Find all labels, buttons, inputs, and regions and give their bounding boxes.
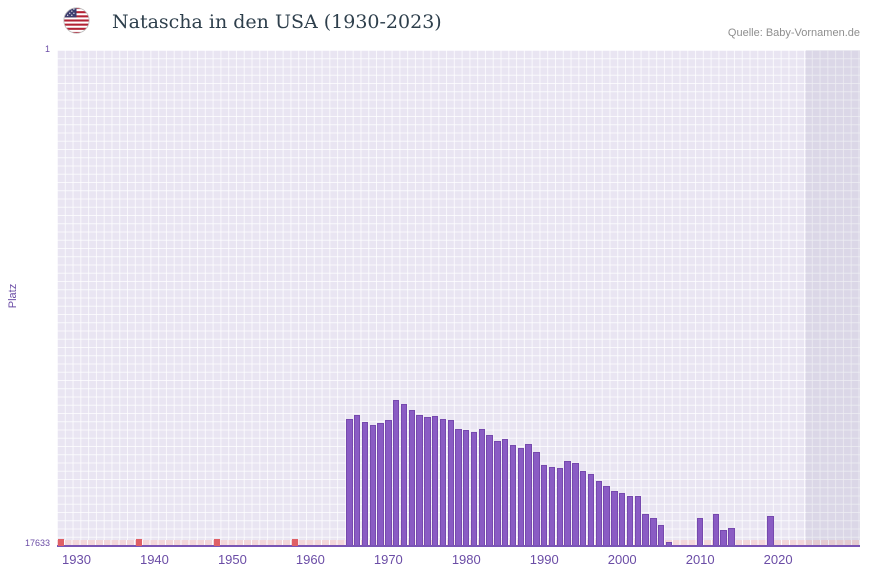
bar-1999 (611, 490, 618, 545)
bar-1976 (431, 416, 439, 545)
y-axis-bottom-tick: 17633 (24, 538, 50, 548)
bar-2006 (665, 542, 673, 545)
bar-1983 (486, 435, 493, 545)
x-tick-2020: 2020 (763, 552, 793, 567)
bar-1973 (408, 410, 415, 545)
bar-2019 (767, 516, 774, 545)
x-tick-2010: 2010 (685, 552, 715, 567)
x-tick-1990: 1990 (529, 552, 559, 567)
bar-1984 (494, 441, 501, 545)
no-data-mark-1948 (213, 539, 220, 546)
bar-1982 (478, 428, 486, 545)
x-tick-1980: 1980 (451, 552, 481, 567)
y-axis-title: Platz (7, 283, 19, 309)
x-tick-1970: 1970 (373, 552, 403, 567)
bar-2000 (619, 493, 626, 545)
bar-1993 (564, 460, 571, 545)
bar-1990 (541, 464, 548, 545)
bar-2013 (720, 530, 727, 545)
bar-1969 (377, 423, 384, 545)
bar-1968 (369, 425, 376, 545)
x-axis-ticks: 1930 1940 1950 1960 1970 1980 1990 2000 2010 2020 (57, 552, 860, 572)
x-tick-1940: 1940 (139, 552, 169, 567)
bar-1992 (556, 468, 564, 545)
bar-1986 (509, 445, 517, 545)
x-tick-1950: 1950 (217, 552, 247, 567)
bar-2014 (728, 527, 735, 545)
bar-2003 (642, 514, 649, 545)
bar-2004 (650, 517, 657, 545)
bar-1967 (361, 422, 369, 545)
no-data-mark-1928 (57, 539, 64, 546)
bar-1988 (525, 443, 532, 545)
future-years-band (806, 50, 860, 545)
bar-1989 (533, 451, 540, 545)
x-tick-1960: 1960 (295, 552, 325, 567)
bar-1994 (572, 463, 579, 545)
bar-1966 (353, 415, 361, 545)
bar-1970 (385, 420, 392, 545)
bar-1977 (439, 418, 447, 545)
bar-1981 (470, 432, 478, 545)
bar-1996 (587, 474, 595, 545)
bar-1979 (455, 428, 462, 545)
bar-1998 (603, 485, 610, 545)
x-tick-2000: 2000 (607, 552, 637, 567)
bar-1978 (447, 420, 454, 545)
bar-1995 (580, 470, 587, 545)
bar-1971 (392, 400, 400, 545)
chart-plot-area (57, 50, 860, 547)
bar-2012 (712, 514, 719, 545)
bar-2010 (696, 517, 704, 545)
bar-1980 (463, 430, 470, 545)
bar-1972 (400, 403, 408, 545)
bar-1985 (502, 438, 509, 545)
bar-2002 (634, 495, 641, 545)
no-data-mark-1938 (135, 539, 142, 546)
no-data-mark-1958 (291, 539, 298, 546)
us-flag-icon (63, 7, 90, 34)
y-axis-top-tick: 1 (44, 44, 50, 54)
bar-2001 (626, 495, 634, 545)
bar-1975 (424, 417, 431, 545)
bar-1991 (548, 466, 556, 545)
x-tick-1930: 1930 (62, 552, 91, 567)
bar-1997 (595, 480, 603, 545)
bar-1987 (517, 447, 525, 545)
source-credit: Quelle: Baby-Vornamen.de (727, 27, 860, 39)
bar-1965 (346, 418, 353, 545)
bar-2005 (658, 525, 665, 545)
bar-1974 (416, 415, 423, 545)
page-title: Natascha in den USA (1930-2023) (112, 11, 442, 33)
